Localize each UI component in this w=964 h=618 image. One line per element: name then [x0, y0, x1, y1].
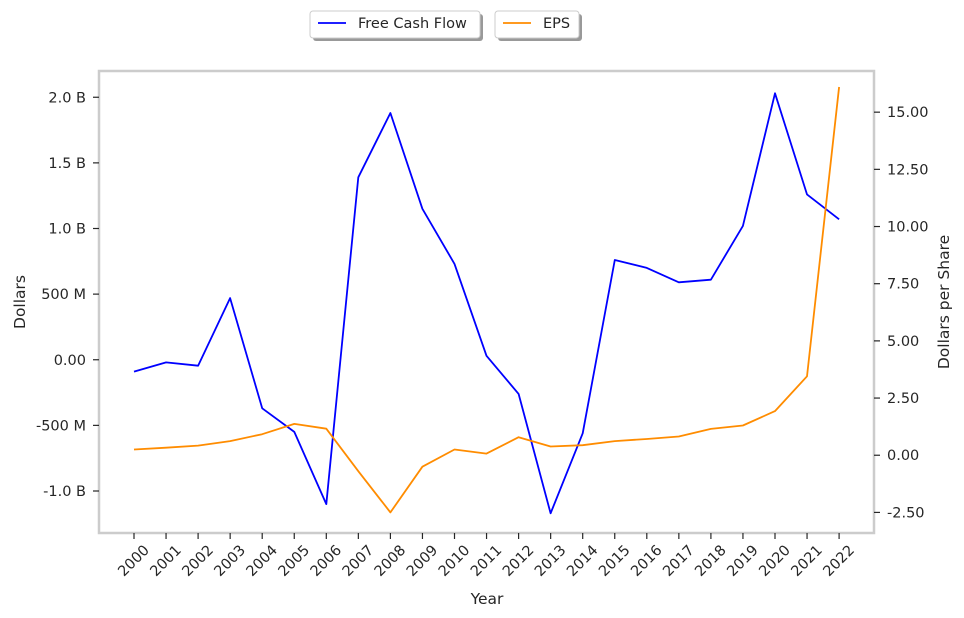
series-layer — [133, 86, 840, 515]
legend-box — [494, 10, 580, 39]
eps-line — [133, 86, 840, 514]
x-tick-label: 2015 — [596, 543, 633, 580]
right-tick-label: 5.00 — [887, 334, 919, 350]
right-tick-label: 12.50 — [887, 162, 929, 178]
left-tick-label: 0.00 — [54, 353, 86, 369]
x-tick-label: 2020 — [756, 543, 793, 580]
x-tick-label: 2008 — [372, 543, 409, 580]
left-y-axis: -1.0 B -500 M 0.00 500 M 1.0 B 1.5 B 2.0 B — [36, 90, 99, 500]
right-tick-label: -2.50 — [887, 505, 925, 521]
x-tick-label: 2001 — [147, 543, 184, 580]
right-tick-label: 0.00 — [887, 448, 919, 464]
left-tick-label: 500 M — [41, 287, 86, 303]
right-tick-label: 15.00 — [887, 105, 929, 121]
x-tick-label: 2000 — [115, 543, 152, 580]
x-tick-label: 2016 — [628, 543, 665, 580]
x-axis-label: Year — [470, 590, 504, 608]
x-tick-label: 2009 — [404, 543, 441, 580]
x-tick-label: 2007 — [340, 543, 377, 580]
x-tick-label: 2010 — [436, 543, 473, 580]
right-tick-label: 2.50 — [887, 391, 919, 407]
left-tick-label: 2.0 B — [48, 90, 86, 106]
x-tick-label: 2017 — [660, 543, 697, 580]
legend: Free Cash Flow EPS — [309, 10, 582, 41]
legend-box — [309, 10, 481, 39]
left-tick-label: -500 M — [36, 418, 86, 434]
left-tick-label: 1.0 B — [48, 222, 86, 238]
free-cash-flow-line — [133, 92, 840, 515]
x-tick-label: 2018 — [692, 543, 729, 580]
x-tick-label: 2019 — [724, 543, 761, 580]
legend-label: Free Cash Flow — [358, 16, 467, 32]
right-y-axis: -2.50 0.00 2.50 5.00 7.50 10.00 12.50 15.00 — [874, 105, 929, 521]
x-tick-label: 2006 — [308, 543, 345, 580]
x-tick-label: 2003 — [212, 543, 249, 580]
x-tick-label: 2004 — [244, 543, 281, 580]
x-tick-label: 2005 — [276, 543, 313, 580]
x-tick-label: 2014 — [564, 543, 601, 580]
plot-frame — [97, 69, 876, 535]
right-tick-label: 10.00 — [887, 220, 929, 236]
x-tick-label: 2021 — [788, 543, 825, 580]
x-tick-label: 2012 — [500, 543, 537, 580]
x-tick-label: 2022 — [821, 543, 858, 580]
x-axis: 2000200120022003200420052006200720082009… — [115, 533, 858, 580]
x-tick-label: 2011 — [468, 543, 505, 580]
left-tick-label: -1.0 B — [43, 484, 86, 500]
left-y-axis-label: Dollars — [11, 275, 29, 329]
x-tick-label: 2002 — [180, 543, 217, 580]
right-y-axis-label: Dollars per Share — [935, 235, 953, 369]
right-tick-label: 7.50 — [887, 277, 919, 293]
left-tick-label: 1.5 B — [48, 156, 86, 172]
legend-label: EPS — [543, 16, 570, 32]
x-tick-label: 2013 — [532, 543, 569, 580]
